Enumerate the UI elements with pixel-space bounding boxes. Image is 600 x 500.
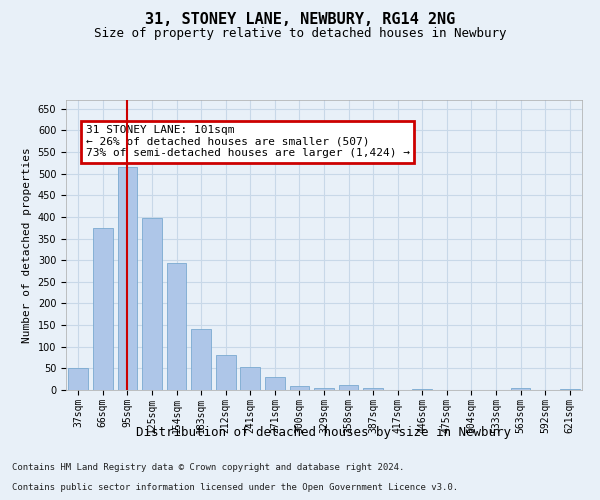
Text: Distribution of detached houses by size in Newbury: Distribution of detached houses by size … [137, 426, 511, 439]
Bar [68, 368, 88, 390]
Bar [265, 376, 284, 390]
Bar [511, 388, 530, 390]
Bar [93, 228, 113, 390]
Text: Contains HM Land Registry data © Crown copyright and database right 2024.: Contains HM Land Registry data © Crown c… [12, 464, 404, 472]
Bar [412, 388, 432, 390]
Bar [167, 263, 187, 390]
Bar [216, 355, 236, 390]
Bar [118, 167, 137, 390]
Text: Contains public sector information licensed under the Open Government Licence v3: Contains public sector information licen… [12, 484, 458, 492]
Bar [364, 388, 383, 390]
Bar [339, 385, 358, 390]
Bar [290, 386, 309, 390]
Bar [191, 329, 211, 390]
Bar [241, 366, 260, 390]
Bar [314, 388, 334, 390]
Text: 31 STONEY LANE: 101sqm
← 26% of detached houses are smaller (507)
73% of semi-de: 31 STONEY LANE: 101sqm ← 26% of detached… [86, 125, 410, 158]
Text: 31, STONEY LANE, NEWBURY, RG14 2NG: 31, STONEY LANE, NEWBURY, RG14 2NG [145, 12, 455, 28]
Bar [142, 218, 162, 390]
Bar [560, 388, 580, 390]
Text: Size of property relative to detached houses in Newbury: Size of property relative to detached ho… [94, 28, 506, 40]
Y-axis label: Number of detached properties: Number of detached properties [22, 147, 32, 343]
